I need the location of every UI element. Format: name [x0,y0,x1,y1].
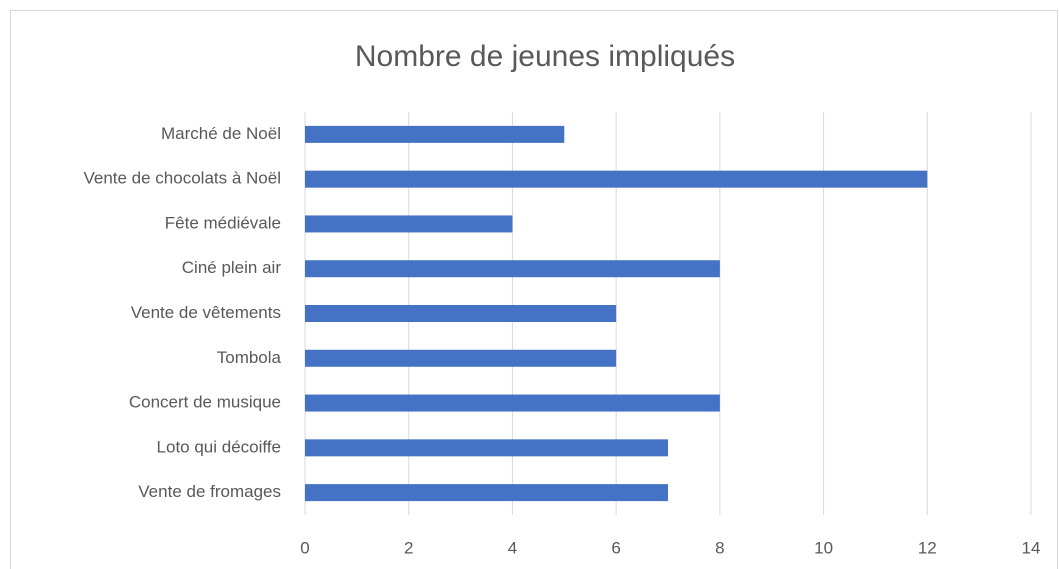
bar [305,125,565,143]
chart-title: Nombre de jeunes impliqués [355,40,735,73]
y-tick-label: Fête médiévale [165,213,281,232]
chart-border [10,10,1058,569]
x-tick-label: 12 [918,538,937,557]
x-tick-label: 8 [715,538,724,557]
y-tick-label: Loto qui décoiffe [157,437,281,456]
x-tick-label: 4 [508,538,517,557]
y-tick-label: Concert de musique [129,393,281,412]
bar [305,394,720,412]
x-tick-label: 14 [1022,538,1041,557]
bar [305,349,617,367]
y-tick-label: Vente de vêtements [131,303,281,322]
y-tick-label: Tombola [217,348,282,367]
bar [305,484,668,502]
y-tick-label: Marché de Noël [161,124,281,143]
x-tick-label: 0 [300,538,309,557]
y-tick-label: Vente de chocolats à Noël [83,169,281,188]
y-tick-label: Ciné plein air [182,258,282,277]
bar [305,170,928,188]
bar [305,305,617,322]
x-tick-label: 6 [611,538,620,557]
bar [305,439,668,457]
x-tick-label: 2 [404,538,413,557]
bar [305,215,513,233]
x-tick-label: 10 [814,538,833,557]
y-tick-label: Vente de fromages [138,482,281,501]
bar [305,260,720,278]
